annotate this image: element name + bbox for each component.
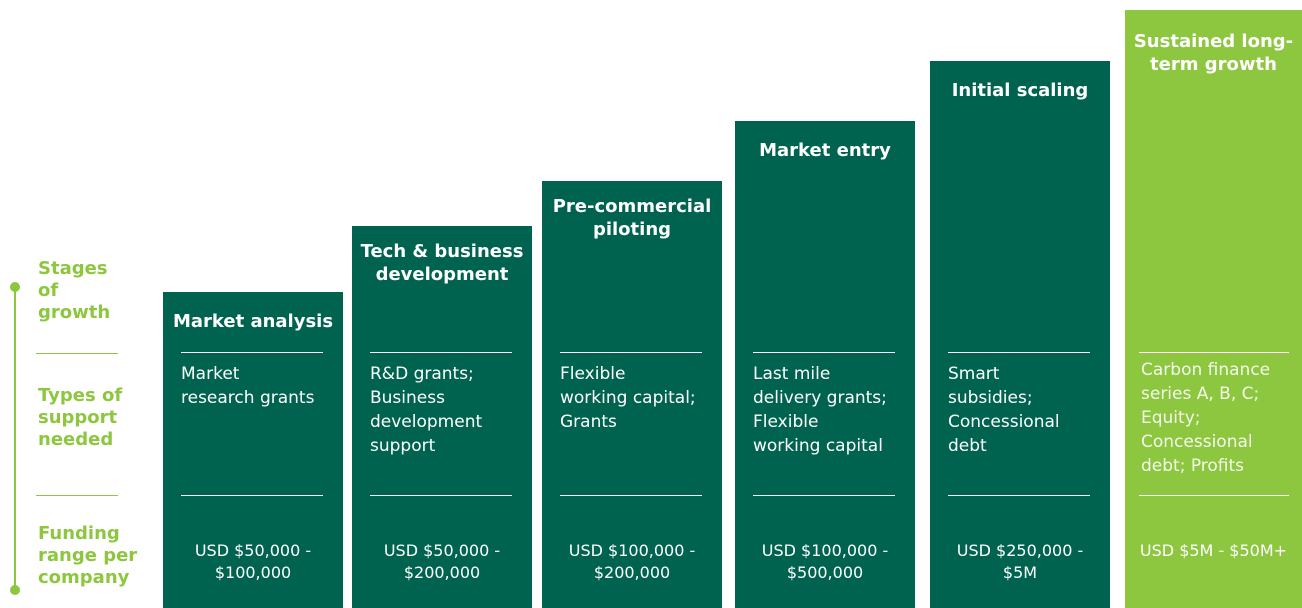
funding-text: USD $5M - $50M+ [1125, 540, 1302, 562]
text-line: Concessional [1141, 432, 1253, 452]
text-line: USD $250,000 - [956, 541, 1084, 560]
axis-dot [10, 282, 20, 292]
text-line: USD $100,000 - [761, 541, 889, 560]
text-line: USD $50,000 - [383, 541, 501, 560]
text-line: debt; Profits [1141, 456, 1245, 476]
support-text: Last mile delivery grants; Flexible working… [753, 362, 887, 458]
stage-title: Market analysis [163, 310, 343, 333]
text-line: working capital; [560, 388, 696, 408]
separator [948, 495, 1090, 496]
text-line: R&D grants; [370, 364, 474, 384]
separator [370, 495, 512, 496]
text-line: Initial scaling [951, 80, 1089, 101]
separator [181, 352, 323, 353]
row-label: Types of support needed [38, 385, 122, 451]
text-line: Business [370, 388, 445, 408]
text-line: Flexible [753, 412, 819, 432]
text-line: Last mile [753, 364, 831, 384]
text-line: Tech & business [360, 241, 524, 262]
funding-text: USD $100,000 - $200,000 [542, 540, 722, 584]
text-line: Concessional [948, 412, 1060, 432]
text-line: USD $50,000 - [194, 541, 312, 560]
text-line: range per [38, 545, 138, 566]
stage-title: Pre-commercial piloting [542, 195, 722, 241]
stage-title: Initial scaling [930, 79, 1110, 102]
text-line: working capital [753, 436, 883, 456]
stage-title: Market entry [735, 139, 915, 162]
text-line: company [38, 567, 130, 588]
text-line: term growth [1150, 54, 1277, 75]
text-line: debt [948, 436, 987, 456]
separator [753, 495, 895, 496]
stage-column: Market entry Last mile delivery grants; Fle… [735, 121, 915, 608]
support-text: Smart subsidies; Concessional debt [948, 362, 1060, 458]
separator [948, 352, 1090, 353]
stage-column: Tech & business development R&D grants; Bus… [352, 226, 532, 608]
text-line: Grants [560, 412, 617, 432]
text-line: Types of [38, 385, 123, 406]
stage-column: Initial scaling Smart subsidies; Concession… [930, 61, 1110, 608]
support-text: Flexible working capital; Grants [560, 362, 696, 434]
stage-column: Sustained long-term growth Carbon finance… [1125, 10, 1302, 608]
funding-text: USD $250,000 - $5M [930, 540, 1110, 584]
text-line: needed [38, 429, 114, 450]
funding-text: USD $50,000 - $200,000 [352, 540, 532, 584]
text-line: Market entry [759, 140, 891, 161]
separator [753, 352, 895, 353]
axis-dot [10, 585, 20, 595]
text-line: development [375, 264, 509, 285]
text-line: Equity; [1141, 408, 1201, 428]
text-line: development [370, 412, 483, 432]
separator [181, 495, 323, 496]
funding-text: USD $50,000 - $100,000 [163, 540, 343, 584]
text-line: $500,000 [786, 563, 864, 582]
separator [1139, 495, 1289, 496]
stage-title: Tech & business development [352, 240, 532, 286]
text-line: Carbon finance [1141, 360, 1271, 380]
stage-column: Market analysis Market research grants USD … [163, 292, 343, 608]
text-line: of [38, 280, 59, 301]
text-line: subsidies; [948, 388, 1033, 408]
text-line: USD $5M - $50M+ [1139, 541, 1288, 560]
stage-column: Pre-commercial piloting Flexible working ca… [542, 181, 722, 608]
text-line: $200,000 [403, 563, 481, 582]
separator [560, 352, 702, 353]
text-line: Stages [38, 258, 108, 279]
text-line: series A, B, C; [1141, 384, 1260, 404]
text-line: piloting [592, 219, 672, 240]
text-line: Smart [948, 364, 1000, 384]
text-line: Pre-commercial [552, 196, 712, 217]
text-line: $5M [1002, 563, 1038, 582]
text-line: support [370, 436, 436, 456]
separator [1139, 352, 1289, 353]
support-text: R&D grants; Business development support [370, 362, 482, 458]
text-line: Flexible [560, 364, 626, 384]
text-line: $200,000 [593, 563, 671, 582]
separator [36, 353, 118, 354]
text-line: Funding [38, 523, 120, 544]
support-text: Market research grants [181, 362, 314, 410]
text-line: research grants [181, 388, 315, 408]
separator [560, 495, 702, 496]
separator [36, 495, 118, 496]
support-text: Carbon finance series A, B, C; Equity; Conc… [1141, 358, 1270, 478]
row-label: Stages of growth [38, 258, 110, 324]
text-line: delivery grants; [753, 388, 887, 408]
row-label: Funding range per company [38, 523, 137, 589]
funding-text: USD $100,000 - $500,000 [735, 540, 915, 584]
text-line: Market analysis [172, 311, 334, 332]
text-line: Market [181, 364, 240, 384]
text-line: support [38, 407, 118, 428]
text-line: $100,000 [214, 563, 292, 582]
axis-line [14, 286, 16, 590]
text-line: USD $100,000 - [568, 541, 696, 560]
separator [370, 352, 512, 353]
text-line: Sustained long- [1133, 31, 1294, 52]
text-line: growth [38, 302, 111, 323]
stage-title: Sustained long-term growth [1125, 30, 1302, 76]
